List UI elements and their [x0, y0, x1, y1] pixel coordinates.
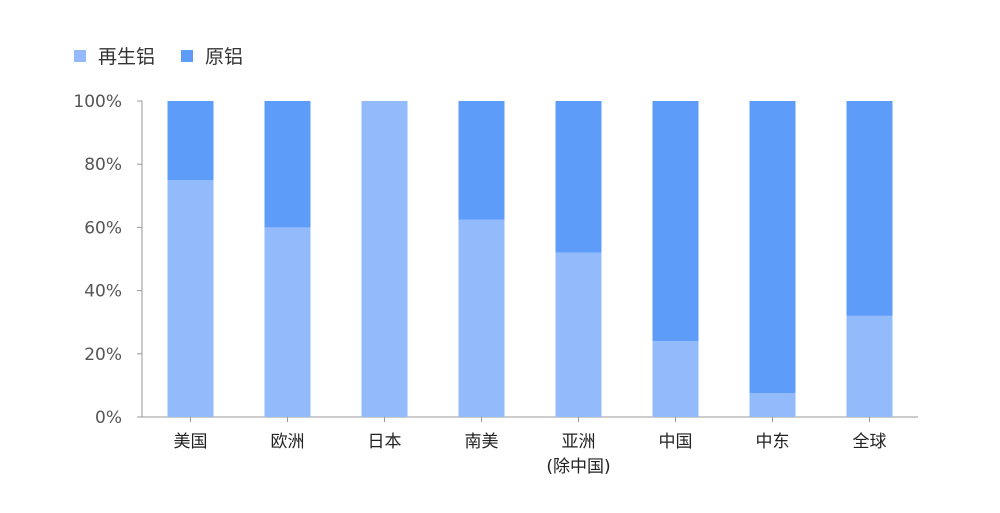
x-tick-label: (除中国) [546, 457, 610, 477]
x-tick-label: 日本 [368, 432, 402, 452]
bar-segment-recycled [749, 393, 796, 417]
x-tick-label: 美国 [174, 432, 208, 452]
bar-segment-recycled [264, 227, 311, 417]
bar-segment-primary [555, 101, 602, 253]
bar-segment-primary [652, 101, 699, 342]
bar-segment-recycled [846, 315, 893, 417]
x-tick-label: 欧洲 [271, 432, 305, 452]
bar-segment-recycled [167, 180, 214, 417]
legend-label-primary: 原铝 [205, 46, 244, 68]
y-tick-label: 20% [84, 345, 122, 365]
y-tick-label: 60% [84, 218, 122, 238]
y-tick-label: 100% [73, 92, 122, 112]
bar-segment-primary [749, 101, 796, 394]
bar-segment-recycled [458, 219, 505, 417]
y-tick-label: 80% [84, 155, 122, 175]
legend-swatch-primary [181, 49, 194, 62]
bar-segment-primary [458, 101, 505, 220]
y-tick-label: 40% [84, 282, 122, 302]
x-tick-label: 南美 [465, 432, 499, 452]
x-tick-label: 中东 [756, 432, 790, 452]
x-tick-label: 中国 [659, 432, 693, 452]
x-tick-label: 全球 [853, 432, 887, 452]
bar-segment-primary [167, 101, 214, 180]
bar-segment-primary [264, 101, 311, 228]
legend: 再生铝 原铝 [74, 42, 269, 69]
x-tick-label: 亚洲 [562, 432, 596, 452]
legend-item-recycled: 再生铝 [74, 42, 155, 69]
legend-swatch-recycled [74, 49, 86, 62]
bar-segment-recycled [652, 341, 699, 417]
bar-segment-recycled [555, 252, 602, 417]
legend-label-recycled: 再生铝 [98, 46, 156, 68]
bar-segment-primary [846, 101, 893, 316]
bar-segment-recycled [361, 101, 408, 417]
legend-item-primary: 原铝 [181, 42, 243, 69]
y-tick-label: 0% [95, 408, 122, 428]
